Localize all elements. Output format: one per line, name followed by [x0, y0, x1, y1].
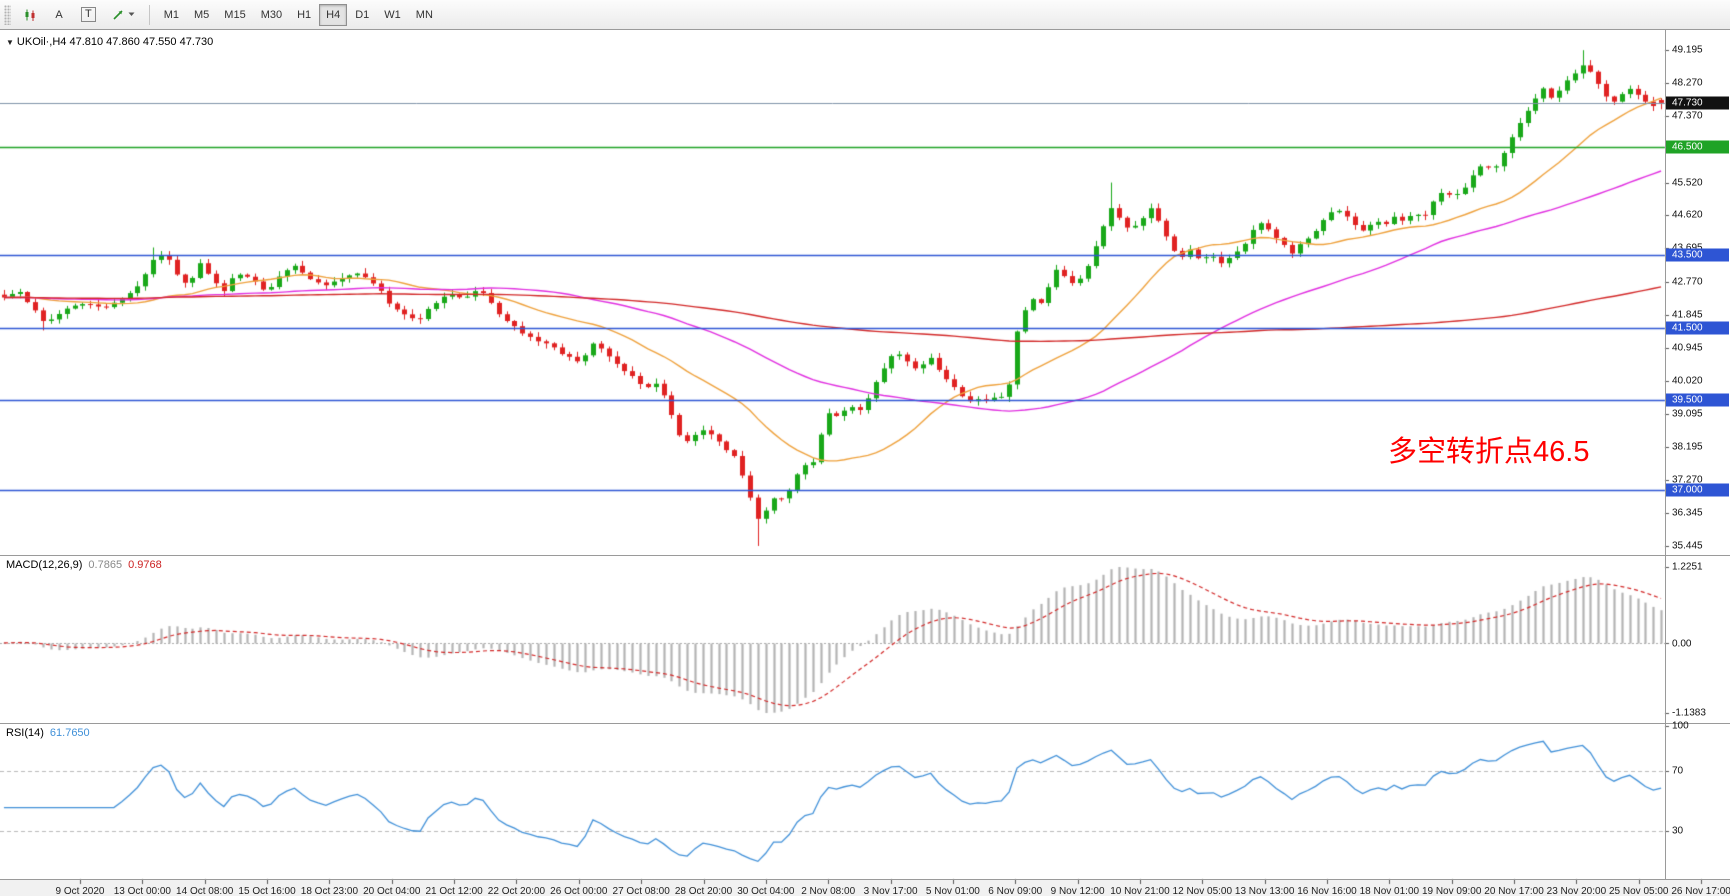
chart-text-annotation[interactable]: 多空转折点46.5 — [1388, 436, 1590, 468]
arrow-style-icon — [113, 9, 123, 20]
timeframe-M1[interactable]: M1 — [157, 4, 186, 26]
timeframe-switcher: M1 M5 M15 M30 H1 H4 D1 W1 MN — [157, 3, 440, 26]
text-label-tool-button[interactable]: A — [46, 4, 72, 26]
main-toolbar: A T M1 M5 M15 M30 H1 H4 D1 W1 MN — [0, 0, 1730, 30]
price-axis-border — [1665, 30, 1666, 879]
pane-separator-macd[interactable] — [0, 555, 1730, 556]
symbol-ohlc-text: UKOil·,H4 47.810 47.860 47.550 47.730 — [16, 36, 214, 48]
timeframe-H4[interactable]: H4 — [319, 3, 348, 26]
text-label-tool-glyph: A — [55, 8, 63, 21]
chart-type-button[interactable] — [16, 4, 44, 26]
macd-indicator-label: MACD(12,26,9) 0.7865 0.9768 — [6, 559, 162, 571]
timeframe-H1[interactable]: H1 — [290, 4, 318, 26]
rsi-value: 61.7650 — [49, 727, 90, 739]
macd-signal-value: 0.9768 — [128, 559, 162, 571]
timeframe-M5[interactable]: M5 — [187, 4, 216, 26]
timeframe-D1[interactable]: D1 — [348, 4, 376, 26]
timeframe-MN[interactable]: MN — [409, 4, 440, 26]
macd-name: MACD(12,26,9) — [6, 559, 83, 571]
macd-main-value: 0.7865 — [88, 559, 123, 571]
text-box-tool-glyph: T — [81, 7, 96, 22]
chevron-down-icon — [128, 12, 135, 16]
drawing-style-button[interactable] — [105, 4, 142, 26]
timeframe-M30[interactable]: M30 — [254, 4, 289, 26]
timeframe-W1[interactable]: W1 — [377, 4, 408, 26]
timeframe-M15[interactable]: M15 — [217, 4, 252, 26]
rsi-indicator-label: RSI(14) 61.7650 — [6, 727, 90, 739]
price-axis[interactable] — [1666, 30, 1730, 879]
rsi-name: RSI(14) — [6, 727, 44, 739]
pane-separator-rsi[interactable] — [0, 723, 1730, 724]
collapse-icon[interactable]: ▼ — [6, 38, 14, 47]
candles-icon — [25, 9, 35, 21]
toolbar-grip[interactable] — [4, 4, 11, 25]
time-axis-border — [0, 879, 1730, 880]
text-box-tool-button[interactable]: T — [74, 4, 103, 26]
symbol-ohlc-info[interactable]: ▼ UKOil·,H4 47.810 47.860 47.550 47.730 — [6, 36, 213, 48]
toolbar-separator — [148, 4, 150, 25]
